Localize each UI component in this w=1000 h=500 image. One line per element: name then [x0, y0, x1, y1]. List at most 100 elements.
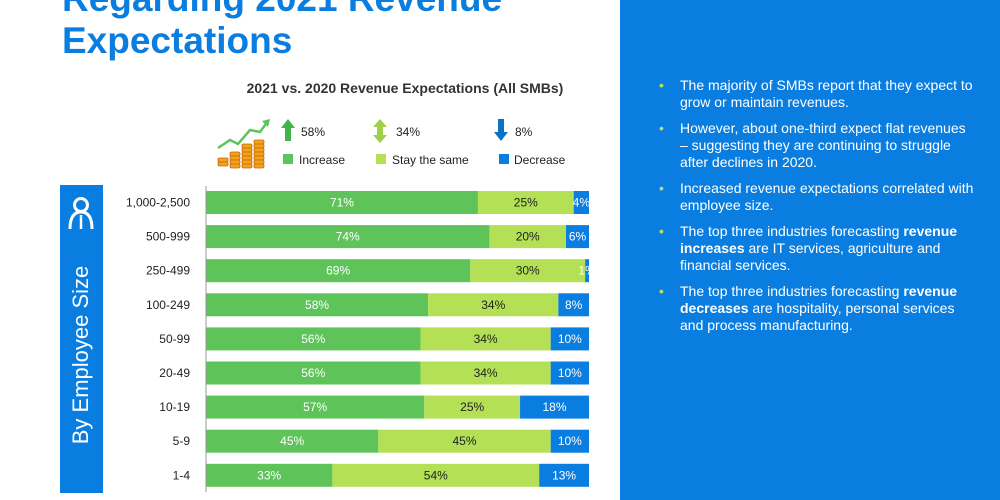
bar-increase	[206, 429, 379, 453]
data-label-increase: 45%	[280, 434, 304, 448]
legend-pct-increase: 58%	[301, 125, 326, 139]
bar-stay-same	[470, 259, 586, 283]
data-label-increase: 33%	[257, 468, 281, 482]
bar-increase	[206, 191, 478, 214]
data-label-decrease: 4%	[573, 196, 591, 210]
bar-stay-same	[420, 327, 551, 351]
data-label-increase: 69%	[326, 264, 350, 278]
insight-text: The majority of SMBs report that they ex…	[680, 77, 973, 110]
data-label-decrease: 1%	[578, 264, 596, 278]
data-label-stay-same: 20%	[516, 230, 540, 244]
insight-text: Increased revenue expectations correlate…	[680, 180, 974, 213]
arrow-down-icon	[494, 119, 508, 141]
arrow-up-icon	[281, 119, 295, 141]
bar-decrease	[558, 293, 589, 317]
category-label: 10-19	[159, 400, 190, 414]
category-label: 500-999	[146, 230, 190, 244]
bar-decrease	[550, 429, 589, 453]
category-label: 20-49	[159, 366, 190, 380]
insight-text: However, about one-third expect flat rev…	[680, 120, 966, 170]
insight-item: • The majority of SMBs report that they e…	[655, 77, 975, 111]
data-label-decrease: 6%	[569, 230, 587, 244]
insight-highlight: revenue increases	[680, 223, 958, 256]
bar-decrease	[520, 395, 589, 419]
bar-stay-same	[477, 191, 574, 214]
insight-highlight: revenue decreases	[680, 283, 958, 316]
category-label: 1,000-2,500	[126, 196, 190, 210]
data-label-increase: 57%	[303, 400, 327, 414]
bar-increase	[206, 395, 425, 419]
page-title-line-1: Regarding 2021 Revenue	[62, 0, 502, 19]
insights-list: • The majority of SMBs report that they e…	[655, 77, 975, 343]
data-label-decrease: 18%	[543, 400, 567, 414]
bar-increase	[206, 327, 421, 351]
employee-size-panel	[60, 185, 103, 493]
insight-item: • The top three industries forecasting re…	[655, 283, 975, 334]
bar-decrease	[539, 463, 589, 487]
legend-pct-same: 34%	[396, 125, 421, 139]
bullet-marker: •	[659, 283, 664, 299]
insight-item: • However, about one-third expect flat re…	[655, 120, 975, 171]
insight-text: The top three industries forecasting	[680, 223, 904, 239]
bar-increase	[206, 259, 471, 283]
legend-label-increase: Increase	[299, 153, 346, 167]
data-label-stay-same: 54%	[424, 468, 448, 482]
data-label-decrease: 13%	[552, 468, 576, 482]
revenue-growth-coins-icon	[217, 119, 270, 169]
category-label: 50-99	[159, 332, 190, 346]
insight-text: The top three industries forecasting	[680, 283, 904, 299]
legend-label-same: Stay the same	[392, 153, 469, 167]
arrow-up-down-icon	[373, 119, 387, 143]
insight-text-continued: are IT services, agriculture and financi…	[680, 240, 941, 273]
data-label-stay-same: 34%	[474, 366, 498, 380]
bar-stay-same	[420, 361, 551, 385]
bullet-marker: •	[659, 120, 664, 136]
legend-label-decrease: Decrease	[514, 153, 566, 167]
insight-item: • Increased revenue expectations correlat…	[655, 180, 975, 214]
category-label: 100-249	[146, 298, 190, 312]
bar-increase	[206, 225, 490, 249]
page-title: Regarding 2021 Revenue Expectations	[62, 0, 502, 62]
category-label: 5-9	[173, 434, 191, 448]
bar-increase	[206, 293, 429, 317]
data-label-decrease: 10%	[558, 366, 582, 380]
bar-decrease	[566, 225, 589, 249]
bar-stay-same	[428, 293, 559, 317]
bar-stay-same	[424, 395, 521, 419]
data-label-decrease: 10%	[558, 434, 582, 448]
bar-decrease	[573, 191, 589, 214]
bar-stay-same	[489, 225, 567, 249]
data-label-stay-same: 25%	[514, 196, 538, 210]
bar-stay-same	[378, 429, 551, 453]
data-label-decrease: 8%	[565, 298, 583, 312]
data-label-stay-same: 34%	[481, 298, 505, 312]
legend-swatch-same	[376, 154, 386, 164]
stacked-bar-chart: 1,000-2,500 71% 25% 4% 500-999 74% 20% 6% 250-49…	[125, 186, 596, 492]
chart-title: 2021 vs. 2020 Revenue Expectations (All …	[246, 80, 564, 96]
bar-increase	[206, 361, 421, 385]
legend-swatch-decrease	[499, 154, 509, 164]
bullet-marker: •	[659, 77, 664, 93]
insight-item: • The top three industries forecasting re…	[655, 223, 975, 274]
data-label-increase: 56%	[301, 332, 325, 346]
bar-decrease	[550, 361, 589, 385]
insight-text-continued: are hospitality, personal services and p…	[680, 300, 955, 333]
data-label-increase: 74%	[336, 230, 360, 244]
data-label-decrease: 10%	[558, 332, 582, 346]
data-label-stay-same: 25%	[460, 400, 484, 414]
insights-panel	[620, 0, 1000, 500]
bar-decrease	[550, 327, 589, 351]
bar-stay-same	[332, 463, 540, 487]
bar-decrease	[585, 259, 589, 283]
data-label-stay-same: 30%	[516, 264, 540, 278]
bar-increase	[206, 463, 333, 487]
legend-pct-decrease: 8%	[515, 125, 533, 139]
bullet-marker: •	[659, 223, 664, 239]
employee-user-icon	[68, 197, 94, 230]
data-label-increase: 58%	[305, 298, 329, 312]
category-label: 250-499	[146, 264, 190, 278]
page-title-line-2: Expectations	[62, 20, 293, 61]
category-label: 1-4	[173, 468, 191, 482]
data-label-stay-same: 45%	[453, 434, 477, 448]
data-label-stay-same: 34%	[474, 332, 498, 346]
